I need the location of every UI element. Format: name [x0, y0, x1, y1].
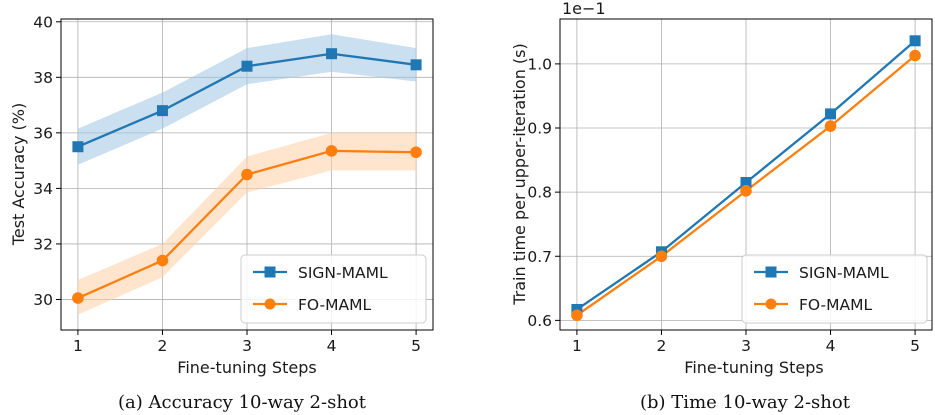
time-legend-sign-maml-marker: [765, 266, 777, 278]
accuracy-sign-maml-point: [410, 59, 422, 71]
time-sign-maml-point: [740, 177, 752, 189]
accuracy-x-tick-label: 1: [73, 337, 83, 355]
time-legend-box: [741, 254, 928, 324]
time-y-tick-label: 0.8: [527, 184, 552, 202]
time-y-tick-label: 1.0: [527, 55, 552, 73]
accuracy-x-tick-label: 4: [327, 337, 337, 355]
accuracy-sign-maml-band: [77, 34, 417, 165]
accuracy-x-axis-label: Fine-tuning Steps: [177, 358, 316, 377]
accuracy-legend-sign-maml-label: SIGN-MAML: [298, 264, 388, 282]
time-y-tick-label: 0.6: [527, 312, 552, 330]
accuracy-legend-fo-maml-marker: [264, 298, 276, 310]
accuracy-y-tick-label: 34: [33, 180, 53, 198]
time-sign-maml-point: [909, 35, 921, 47]
time-x-axis-label: Fine-tuning Steps: [684, 358, 823, 377]
accuracy-x-ticks: 1 2 3 4 5: [73, 330, 421, 355]
accuracy-sign-maml-point: [241, 60, 253, 72]
time-fo-maml-point: [740, 185, 752, 197]
accuracy-fo-maml-point: [325, 145, 338, 157]
time-legend-sign-maml-label: SIGN-MAML: [799, 264, 889, 282]
time-legend-fo-maml-marker: [765, 298, 777, 310]
accuracy-confidence-bands: [77, 34, 417, 315]
time-y-tick-label: 0.7: [527, 248, 552, 266]
accuracy-y-tick-label: 36: [33, 124, 53, 142]
time-x-tick-label: 3: [741, 337, 751, 355]
time-series-markers: [571, 35, 921, 322]
accuracy-fo-maml-point: [241, 168, 253, 181]
time-legend-fo-maml-label: FO-MAML: [799, 296, 872, 314]
time-caption: (b) Time 10-way 2-shot: [640, 392, 851, 413]
accuracy-fo-maml-point: [72, 292, 84, 304]
accuracy-x-tick-label: 2: [158, 337, 168, 355]
accuracy-y-axis-label: Test Accuracy (%): [9, 103, 28, 246]
time-y-tick-label: 0.9: [527, 120, 552, 138]
time-x-ticks: 1 2 3 4 5: [572, 330, 920, 355]
time-x-tick-label: 2: [657, 337, 667, 355]
accuracy-legend-fo-maml-label: FO-MAML: [298, 296, 371, 314]
time-sign-maml-point: [825, 108, 837, 120]
accuracy-legend: SIGN-MAML FO-MAML: [240, 254, 427, 324]
time-fo-maml-point: [824, 120, 837, 132]
time-y-ticks: 0.6 0.7 0.8 0.9 1.0: [527, 55, 560, 330]
accuracy-y-tick-label: 38: [33, 69, 53, 87]
time-x-tick-label: 4: [826, 337, 836, 355]
accuracy-sign-maml-point: [72, 141, 84, 153]
accuracy-y-tick-label: 32: [33, 235, 53, 253]
time-y-axis-label: Train time per upper-iteration (s): [510, 43, 529, 306]
accuracy-fo-maml-band: [77, 132, 417, 315]
time-fo-maml-point: [571, 309, 583, 322]
accuracy-fo-maml-point: [156, 254, 169, 267]
accuracy-fo-maml-point: [410, 146, 422, 159]
time-x-tick-label: 1: [572, 337, 582, 355]
accuracy-sign-maml-point: [326, 48, 338, 60]
time-x-tick-label: 5: [910, 337, 920, 355]
accuracy-caption: (a) Accuracy 10-way 2-shot: [118, 392, 367, 413]
accuracy-y-tick-label: 30: [33, 291, 53, 309]
accuracy-legend-box: [240, 254, 427, 324]
accuracy-y-tick-label: 40: [33, 13, 53, 31]
time-y-offset-label: 1e−1: [562, 0, 606, 18]
accuracy-series-markers: [72, 48, 422, 304]
time-fo-maml-point: [909, 49, 921, 62]
time-fo-maml-point: [655, 250, 668, 263]
time-legend: SIGN-MAML FO-MAML: [741, 254, 928, 324]
accuracy-sign-maml-point: [156, 105, 168, 117]
accuracy-x-tick-label: 3: [242, 337, 252, 355]
accuracy-legend-sign-maml-marker: [264, 266, 276, 278]
accuracy-x-tick-label: 5: [411, 337, 421, 355]
accuracy-y-ticks: 30 32 34 36 38 40: [33, 13, 61, 309]
time-chart: 0.6 0.7 0.8 0.9 1.0 1 2 3 4 5 1e−1 Fine-tuning S…: [510, 0, 933, 413]
